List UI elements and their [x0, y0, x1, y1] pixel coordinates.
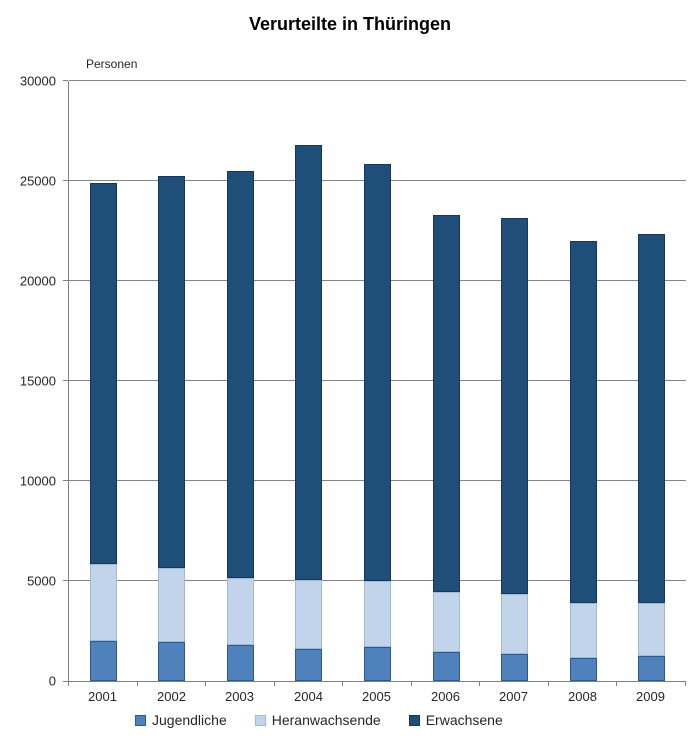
x-tick-label-2006: 2006	[431, 689, 460, 704]
y-axis-tick-5000	[63, 580, 68, 581]
bar-segment-heranwachsende-2003	[227, 578, 254, 645]
bar-segment-jugendliche-2009	[638, 656, 665, 681]
x-tick-label-2005: 2005	[362, 689, 391, 704]
y-axis-tick-30000	[63, 80, 68, 81]
y-tick-label-10000: 10000	[19, 473, 56, 489]
legend: Jugendliche Heranwachsende Erwachsene	[135, 712, 503, 728]
x-tick-label-2008: 2008	[568, 689, 597, 704]
bar-segment-jugendliche-2003	[227, 645, 254, 681]
x-axis-tick	[479, 682, 480, 686]
x-axis-tick	[205, 682, 206, 686]
chart-title: Verurteilte in Thüringen	[248, 14, 452, 34]
bar-segment-jugendliche-2008	[570, 658, 597, 681]
x-axis-tick	[274, 682, 275, 686]
x-axis-tick	[137, 682, 138, 686]
y-tick-label-20000: 20000	[19, 273, 56, 289]
bar-segment-heranwachsende-2001	[90, 564, 117, 641]
bar-segment-jugendliche-2005	[364, 647, 391, 681]
bar-segment-erwachsene-2001	[90, 183, 117, 564]
bar-segment-jugendliche-2002	[158, 642, 185, 681]
bar-segment-erwachsene-2005	[364, 164, 391, 581]
bar-segment-erwachsene-2009	[638, 234, 665, 603]
bar-segment-heranwachsende-2009	[638, 603, 665, 656]
x-axis-tick	[411, 682, 412, 686]
legend-swatch-jugendliche	[135, 714, 146, 726]
legend-label-erwachsene: Erwachsene	[425, 712, 503, 728]
y-axis-tick-25000	[63, 180, 68, 181]
y-axis-tick-0	[63, 681, 68, 682]
y-axis-tick-10000	[63, 480, 68, 481]
legend-swatch-erwachsene	[408, 714, 420, 726]
bar-segment-erwachsene-2007	[501, 218, 528, 594]
x-tick-label-2003: 2003	[225, 689, 254, 704]
y-tick-label-30000: 30000	[19, 73, 56, 89]
legend-label-heranwachsende: Heranwachsende	[271, 712, 381, 728]
x-tick-label-2001: 2001	[88, 689, 117, 704]
x-tick-label-2007: 2007	[499, 689, 528, 704]
y-tick-label-15000: 15000	[19, 373, 56, 389]
y-tick-label-5000: 5000	[27, 573, 56, 589]
legend-item-jugendliche: Jugendliche	[135, 712, 227, 728]
x-axis-tick	[68, 682, 69, 686]
x-axis-tick	[342, 682, 343, 686]
plot-area	[68, 80, 686, 682]
bar-segment-jugendliche-2004	[295, 649, 322, 681]
y-axis-unit-label: Personen	[86, 57, 138, 71]
bar-segment-heranwachsende-2007	[501, 594, 528, 654]
legend-item-heranwachsende: Heranwachsende	[254, 712, 381, 728]
x-tick-label-2004: 2004	[294, 689, 323, 704]
x-axis-tick	[548, 682, 549, 686]
y-tick-label-0: 0	[48, 673, 56, 689]
x-tick-label-2009: 2009	[636, 689, 665, 704]
bar-segment-erwachsene-2004	[295, 145, 322, 580]
x-axis-tick	[616, 682, 617, 686]
bar-segment-jugendliche-2006	[433, 652, 460, 681]
y-axis-tick-15000	[63, 380, 68, 381]
bar-segment-jugendliche-2001	[90, 641, 117, 681]
legend-item-erwachsene: Erwachsene	[408, 712, 503, 728]
legend-swatch-heranwachsende	[254, 714, 266, 726]
y-tick-label-25000: 25000	[19, 173, 56, 189]
y-axis-tick-20000	[63, 280, 68, 281]
bar-segment-erwachsene-2006	[433, 215, 460, 592]
bar-segment-erwachsene-2002	[158, 176, 185, 568]
bar-segment-erwachsene-2008	[570, 241, 597, 603]
bar-segment-heranwachsende-2005	[364, 581, 391, 647]
x-tick-label-2002: 2002	[157, 689, 186, 704]
gridline-30000	[69, 80, 686, 81]
bar-segment-jugendliche-2007	[501, 654, 528, 681]
x-axis-tick	[685, 682, 686, 686]
bar-segment-erwachsene-2003	[227, 171, 254, 578]
legend-label-jugendliche: Jugendliche	[152, 712, 227, 728]
bar-segment-heranwachsende-2008	[570, 603, 597, 658]
bar-segment-heranwachsende-2004	[295, 580, 322, 649]
bar-segment-heranwachsende-2002	[158, 568, 185, 642]
bar-segment-heranwachsende-2006	[433, 592, 460, 652]
